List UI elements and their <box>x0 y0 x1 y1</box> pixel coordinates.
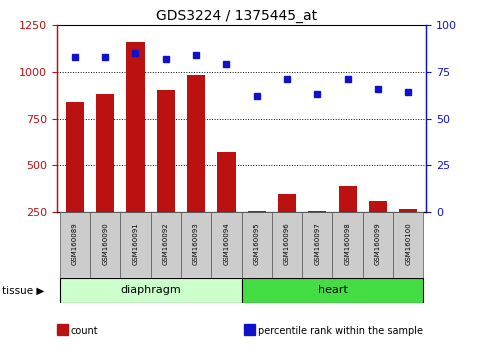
Text: percentile rank within the sample: percentile rank within the sample <box>258 326 423 336</box>
Bar <box>66 102 84 259</box>
Text: GSM160093: GSM160093 <box>193 222 199 265</box>
Text: GSM160096: GSM160096 <box>284 222 290 265</box>
Bar <box>369 201 387 259</box>
Text: GSM160097: GSM160097 <box>315 222 320 265</box>
Text: GSM160094: GSM160094 <box>223 223 229 265</box>
Text: GSM160099: GSM160099 <box>375 222 381 265</box>
Bar <box>332 212 363 278</box>
Bar <box>393 212 423 278</box>
Bar <box>126 42 144 259</box>
Bar <box>278 194 296 259</box>
Text: heart: heart <box>317 285 348 295</box>
Text: GSM160090: GSM160090 <box>102 222 108 265</box>
Text: GSM160091: GSM160091 <box>133 222 139 265</box>
Text: GSM160100: GSM160100 <box>405 222 411 265</box>
Text: GSM160098: GSM160098 <box>345 222 351 265</box>
Text: GSM160089: GSM160089 <box>72 222 78 265</box>
Bar <box>181 212 211 278</box>
Text: count: count <box>70 326 98 336</box>
Bar <box>96 94 114 259</box>
Bar <box>157 90 175 259</box>
Bar <box>187 75 205 259</box>
Bar <box>217 152 236 259</box>
Bar <box>399 209 418 259</box>
Bar <box>247 211 266 259</box>
Bar <box>90 212 120 278</box>
Bar <box>302 212 332 278</box>
Bar <box>242 278 423 303</box>
Text: GSM160095: GSM160095 <box>254 223 260 265</box>
Bar <box>272 212 302 278</box>
Bar <box>242 212 272 278</box>
Text: diaphragm: diaphragm <box>120 285 181 295</box>
Bar <box>151 212 181 278</box>
Bar <box>60 278 242 303</box>
Bar <box>339 186 357 259</box>
Text: GSM160092: GSM160092 <box>163 223 169 265</box>
Bar <box>363 212 393 278</box>
Bar <box>60 212 90 278</box>
Text: tissue ▶: tissue ▶ <box>2 285 45 295</box>
Bar <box>211 212 242 278</box>
Bar <box>120 212 151 278</box>
Bar <box>308 211 326 259</box>
Text: GDS3224 / 1375445_at: GDS3224 / 1375445_at <box>156 9 317 23</box>
